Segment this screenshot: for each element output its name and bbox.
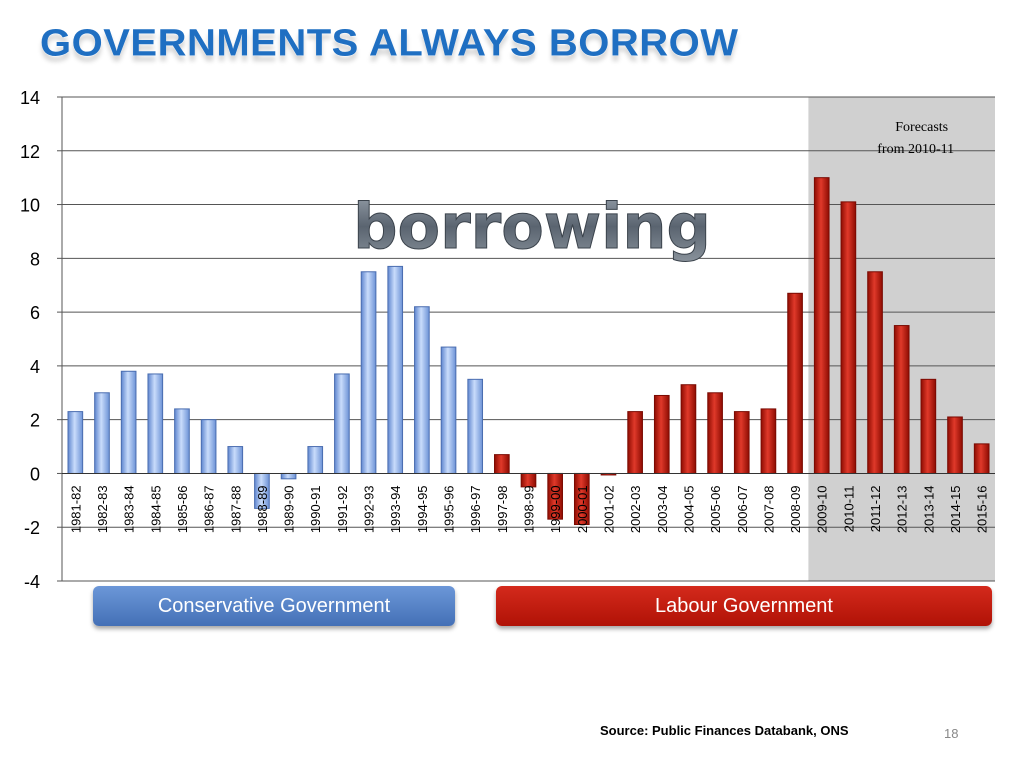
x-tick-label: 1997-98: [495, 485, 510, 533]
x-tick-label: 2015-16: [975, 485, 990, 533]
y-tick-label: 0: [30, 464, 40, 484]
x-tick-label: 2011-12: [868, 485, 883, 532]
y-tick-label: 4: [30, 357, 40, 377]
x-tick-label: 1998-99: [522, 485, 537, 533]
bar-2009-10: [813, 177, 830, 474]
bar-2013-14: [920, 378, 937, 474]
x-tick-label: 2004-05: [681, 485, 696, 533]
bar-2012-13: [893, 325, 910, 474]
x-tick-label: 1986-87: [202, 485, 217, 533]
x-tick-label: 1988-89: [255, 485, 270, 533]
x-tick-label: 1994-95: [415, 485, 430, 533]
bar-2006-07: [733, 411, 750, 474]
x-tick-label: 2013-14: [921, 485, 936, 533]
x-tick-label: 1981-82: [68, 485, 83, 533]
x-tick-label: 1995-96: [442, 485, 457, 533]
x-tick-label: 2005-06: [708, 485, 723, 533]
x-tick-label: 1992-93: [362, 485, 377, 533]
x-tick-label: 2010-11: [841, 485, 856, 532]
x-tick-label: 2002-03: [628, 485, 643, 533]
y-tick-label: 14: [20, 88, 40, 108]
x-tick-label: 1985-86: [175, 485, 190, 533]
x-tick-label: 2009-10: [815, 485, 830, 533]
bar-1994-95: [414, 306, 430, 474]
x-tick-label: 2000-01: [575, 485, 590, 533]
bar-2015-16: [973, 443, 990, 474]
bars: [62, 177, 995, 526]
bar-1992-93: [360, 271, 377, 474]
x-tick-label: 1987-88: [228, 485, 243, 533]
forecast-note-line-1: Forecasts: [895, 120, 948, 135]
x-axis-labels: 1981-82 1982-83 1983-84 1984-85 1985-86 1986-…: [68, 485, 989, 533]
bar-2003-04: [653, 394, 670, 474]
bar-2008-09: [787, 292, 803, 474]
bar-1993-94: [387, 265, 404, 474]
x-tick-label: 2006-07: [735, 485, 750, 533]
x-tick-label: 1993-94: [388, 485, 403, 533]
forecast-note-line-2: from 2010-11: [877, 142, 954, 157]
y-tick-label: 2: [30, 411, 40, 431]
y-tick-label: 6: [30, 303, 40, 323]
x-tick-label: 1989-90: [282, 485, 297, 533]
slide-title: GOVERNMENTS ALWAYS BORROW: [40, 22, 739, 64]
labour-government-banner: Labour Government: [496, 586, 992, 626]
x-tick-label: 2008-09: [788, 485, 803, 533]
bar-2005-06: [707, 392, 723, 474]
conservative-government-banner: Conservative Government: [93, 586, 455, 626]
bar-1997-98: [494, 454, 510, 474]
bar-1998-99: [520, 472, 537, 488]
y-tick-label: -2: [24, 518, 40, 538]
source-note: Source: Public Finances Databank, ONS: [600, 723, 849, 738]
x-tick-label: 1982-83: [95, 485, 110, 533]
bar-1995-96: [440, 346, 457, 474]
y-tick-label: -4: [24, 572, 40, 592]
bar-1996-97: [467, 378, 484, 474]
x-tick-label: 2007-08: [761, 485, 776, 533]
y-tick-label: 8: [30, 249, 40, 269]
x-tick-label: 2003-04: [655, 485, 670, 533]
bar-2002-03: [627, 411, 643, 474]
x-tick-label: 2012-13: [895, 485, 910, 533]
x-tick-label: 1990-91: [308, 485, 323, 533]
x-tick-label: 1999-00: [548, 485, 563, 533]
bar-2004-05: [680, 384, 697, 474]
bar-1989-90: [280, 472, 297, 480]
bar-1982-83: [94, 392, 110, 474]
bar-2011-12: [867, 271, 883, 474]
bar-2007-08: [760, 408, 777, 474]
bar-1986-87: [200, 419, 217, 474]
x-tick-label: 1996-97: [468, 485, 483, 533]
y-axis-ticks: -4 -2 0 2 4 6 8 10 12 14: [20, 88, 40, 592]
borrowing-overlay-label: borrowing: [353, 190, 711, 263]
bar-1991-92: [334, 373, 350, 474]
x-tick-label: 1991-92: [335, 485, 350, 533]
bar-1981-82: [67, 411, 84, 474]
x-tick-label: 1983-84: [122, 485, 137, 533]
bar-1983-84: [120, 370, 137, 474]
x-tick-label: 2014-15: [948, 485, 963, 533]
page-number: 18: [944, 726, 959, 741]
bar-2010-11: [840, 201, 857, 474]
y-tick-label: 12: [20, 142, 40, 162]
bar-1987-88: [227, 446, 244, 474]
bar-2014-15: [947, 416, 963, 474]
x-tick-label: 1984-85: [148, 485, 163, 533]
y-tick-label: 10: [20, 196, 40, 216]
bar-1984-85: [147, 373, 164, 474]
bar-1990-91: [307, 446, 324, 474]
x-tick-label: 2001-02: [601, 485, 616, 533]
bar-1985-86: [174, 408, 190, 474]
